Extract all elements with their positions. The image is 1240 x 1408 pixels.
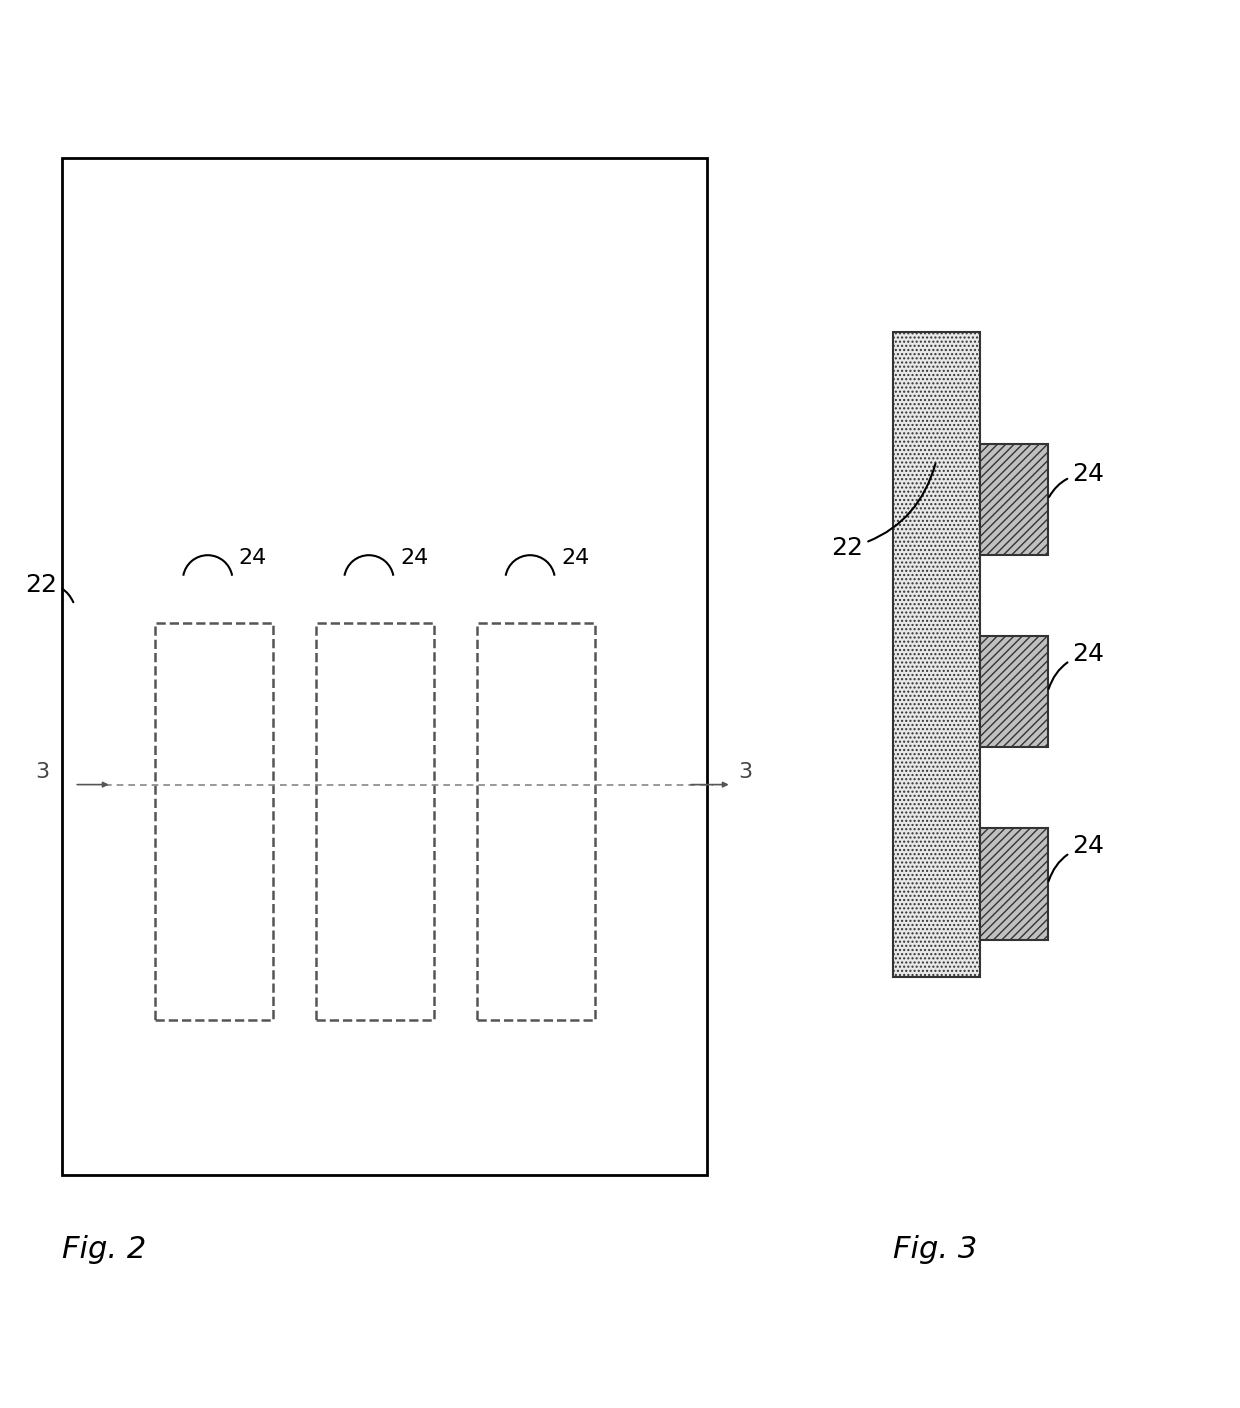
Text: 3: 3 (738, 762, 751, 783)
Text: 24: 24 (560, 548, 589, 567)
Text: 22: 22 (831, 463, 935, 560)
Bar (980, 444, 1048, 555)
Text: 24: 24 (238, 548, 267, 567)
Bar (316, 624, 434, 1021)
Text: 24: 24 (1049, 834, 1105, 881)
Text: 3: 3 (36, 762, 50, 783)
Text: 22: 22 (25, 573, 73, 603)
Bar (155, 624, 273, 1021)
Bar (893, 332, 980, 977)
Text: Fig. 3: Fig. 3 (893, 1235, 977, 1264)
Bar (980, 636, 1048, 748)
Bar (477, 624, 595, 1021)
Text: 24: 24 (1049, 462, 1105, 497)
Text: Fig. 2: Fig. 2 (62, 1235, 146, 1264)
Bar (980, 828, 1048, 939)
Text: 24: 24 (1049, 642, 1105, 689)
Text: 24: 24 (399, 548, 428, 567)
Bar (62, 159, 707, 1176)
